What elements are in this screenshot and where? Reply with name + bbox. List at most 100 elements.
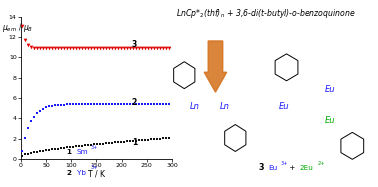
Point [25, 127, 31, 130]
Point [157, 103, 163, 106]
Point [46, 105, 52, 108]
Point [146, 103, 152, 106]
FancyArrow shape [204, 41, 227, 92]
Point [79, 47, 85, 50]
Point [109, 47, 115, 50]
Point [103, 47, 109, 50]
Point [46, 47, 52, 50]
Point [124, 103, 130, 106]
Point [79, 103, 85, 106]
Point [148, 138, 154, 141]
Point [100, 142, 106, 145]
Point [64, 146, 70, 149]
Point [22, 153, 28, 156]
Point [139, 139, 146, 142]
Point [70, 145, 76, 148]
Point [91, 103, 97, 106]
X-axis label: T / K: T / K [88, 169, 105, 179]
Point [91, 47, 97, 50]
Point [115, 47, 121, 50]
Point [25, 152, 31, 155]
Point [58, 47, 64, 50]
Text: Eu: Eu [268, 165, 277, 171]
Point [31, 115, 37, 118]
Point [37, 150, 43, 153]
Point [22, 39, 28, 42]
Point [100, 103, 106, 106]
Point [25, 44, 31, 47]
Point [106, 103, 112, 106]
Point [136, 139, 143, 142]
Point [73, 47, 79, 50]
Point [55, 147, 61, 150]
Text: +: + [287, 165, 298, 171]
Text: 1: 1 [132, 138, 137, 147]
Point [58, 147, 64, 150]
Point [85, 103, 91, 106]
Text: 2: 2 [132, 98, 137, 107]
Point [43, 149, 49, 152]
Point [97, 47, 103, 50]
Point [19, 154, 25, 157]
Point [146, 138, 152, 141]
Text: LnCp*$_2$(thf)$_n$ + 3,6-di($t$-butyl)-$o$-benzoquinone: LnCp*$_2$(thf)$_n$ + 3,6-di($t$-butyl)-$… [176, 7, 355, 21]
Point [67, 145, 73, 148]
Text: 2Eu: 2Eu [300, 165, 314, 171]
Point [121, 47, 127, 50]
Point [97, 142, 103, 145]
Point [52, 148, 58, 151]
Point [109, 103, 115, 106]
Point [82, 47, 88, 50]
Point [61, 146, 67, 149]
Point [52, 47, 58, 50]
Point [154, 137, 160, 140]
Point [160, 103, 166, 106]
Point [133, 139, 139, 142]
Text: Eu: Eu [325, 116, 336, 125]
Point [148, 47, 154, 50]
Point [34, 150, 40, 153]
Point [49, 148, 55, 151]
Point [97, 103, 103, 106]
Point [121, 103, 127, 106]
Point [67, 47, 73, 50]
Point [133, 47, 139, 50]
Point [28, 151, 34, 154]
Point [103, 142, 109, 145]
Point [100, 47, 106, 50]
Point [88, 47, 94, 50]
Point [130, 139, 136, 142]
Point [58, 103, 64, 106]
Point [143, 47, 149, 50]
Point [151, 103, 157, 106]
Point [85, 144, 91, 147]
Point [130, 47, 136, 50]
Point [67, 103, 73, 106]
Point [130, 103, 136, 106]
Point [37, 109, 43, 112]
Point [82, 103, 88, 106]
Point [76, 47, 82, 50]
Point [124, 47, 130, 50]
Point [115, 103, 121, 106]
Point [112, 103, 118, 106]
Point [121, 140, 127, 143]
Point [49, 47, 55, 50]
Point [85, 47, 91, 50]
Point [157, 137, 163, 140]
Point [151, 137, 157, 140]
Point [166, 47, 172, 50]
Point [40, 107, 46, 110]
Point [55, 103, 61, 106]
Text: Ln: Ln [189, 102, 200, 111]
Text: 2+: 2+ [318, 161, 325, 165]
Point [124, 140, 130, 143]
Point [146, 47, 152, 50]
Point [94, 103, 100, 106]
Text: Sm: Sm [77, 149, 88, 155]
Point [139, 47, 146, 50]
Point [163, 47, 169, 50]
Point [133, 103, 139, 106]
Point [76, 103, 82, 106]
Text: 3: 3 [259, 163, 265, 172]
